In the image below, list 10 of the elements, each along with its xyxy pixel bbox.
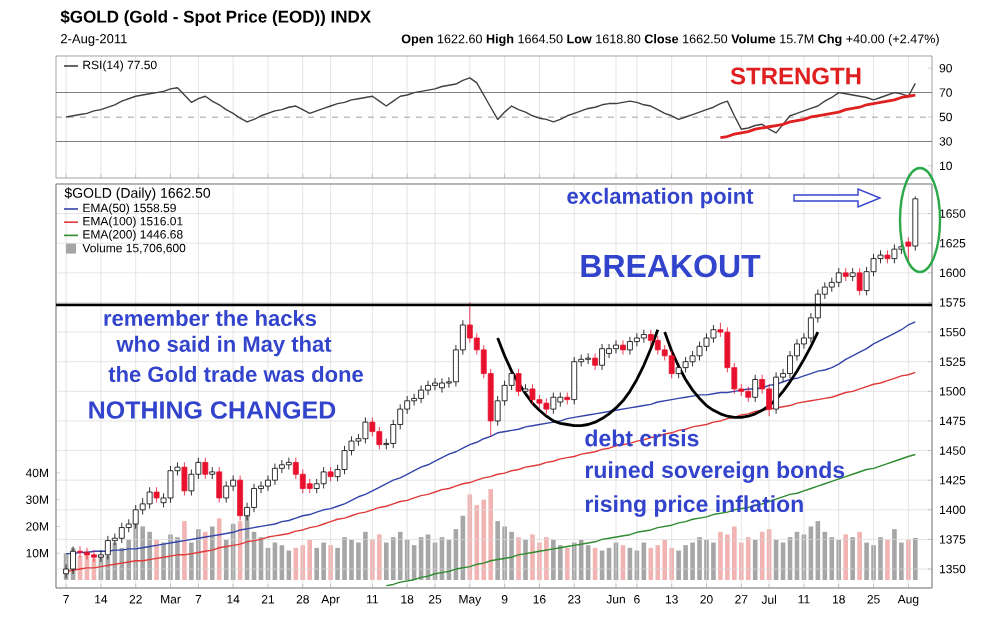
annotation: the Gold trade was done xyxy=(108,365,363,383)
annotation: STRENGTH xyxy=(730,67,861,85)
annotation: debt crisis xyxy=(585,429,699,447)
ref-line-label: BREAKOUT xyxy=(581,254,761,278)
annotation: NOTHING CHANGED xyxy=(89,401,336,419)
annotation: ruined sovereign bonds xyxy=(585,461,845,483)
annotation: exclamation point xyxy=(567,187,754,209)
annotation: who said in May that xyxy=(116,335,332,357)
annotation: remember the hacks xyxy=(104,309,317,327)
chart-title: $GOLD (Gold - Spot Price (EOD)) INDX xyxy=(60,9,371,27)
